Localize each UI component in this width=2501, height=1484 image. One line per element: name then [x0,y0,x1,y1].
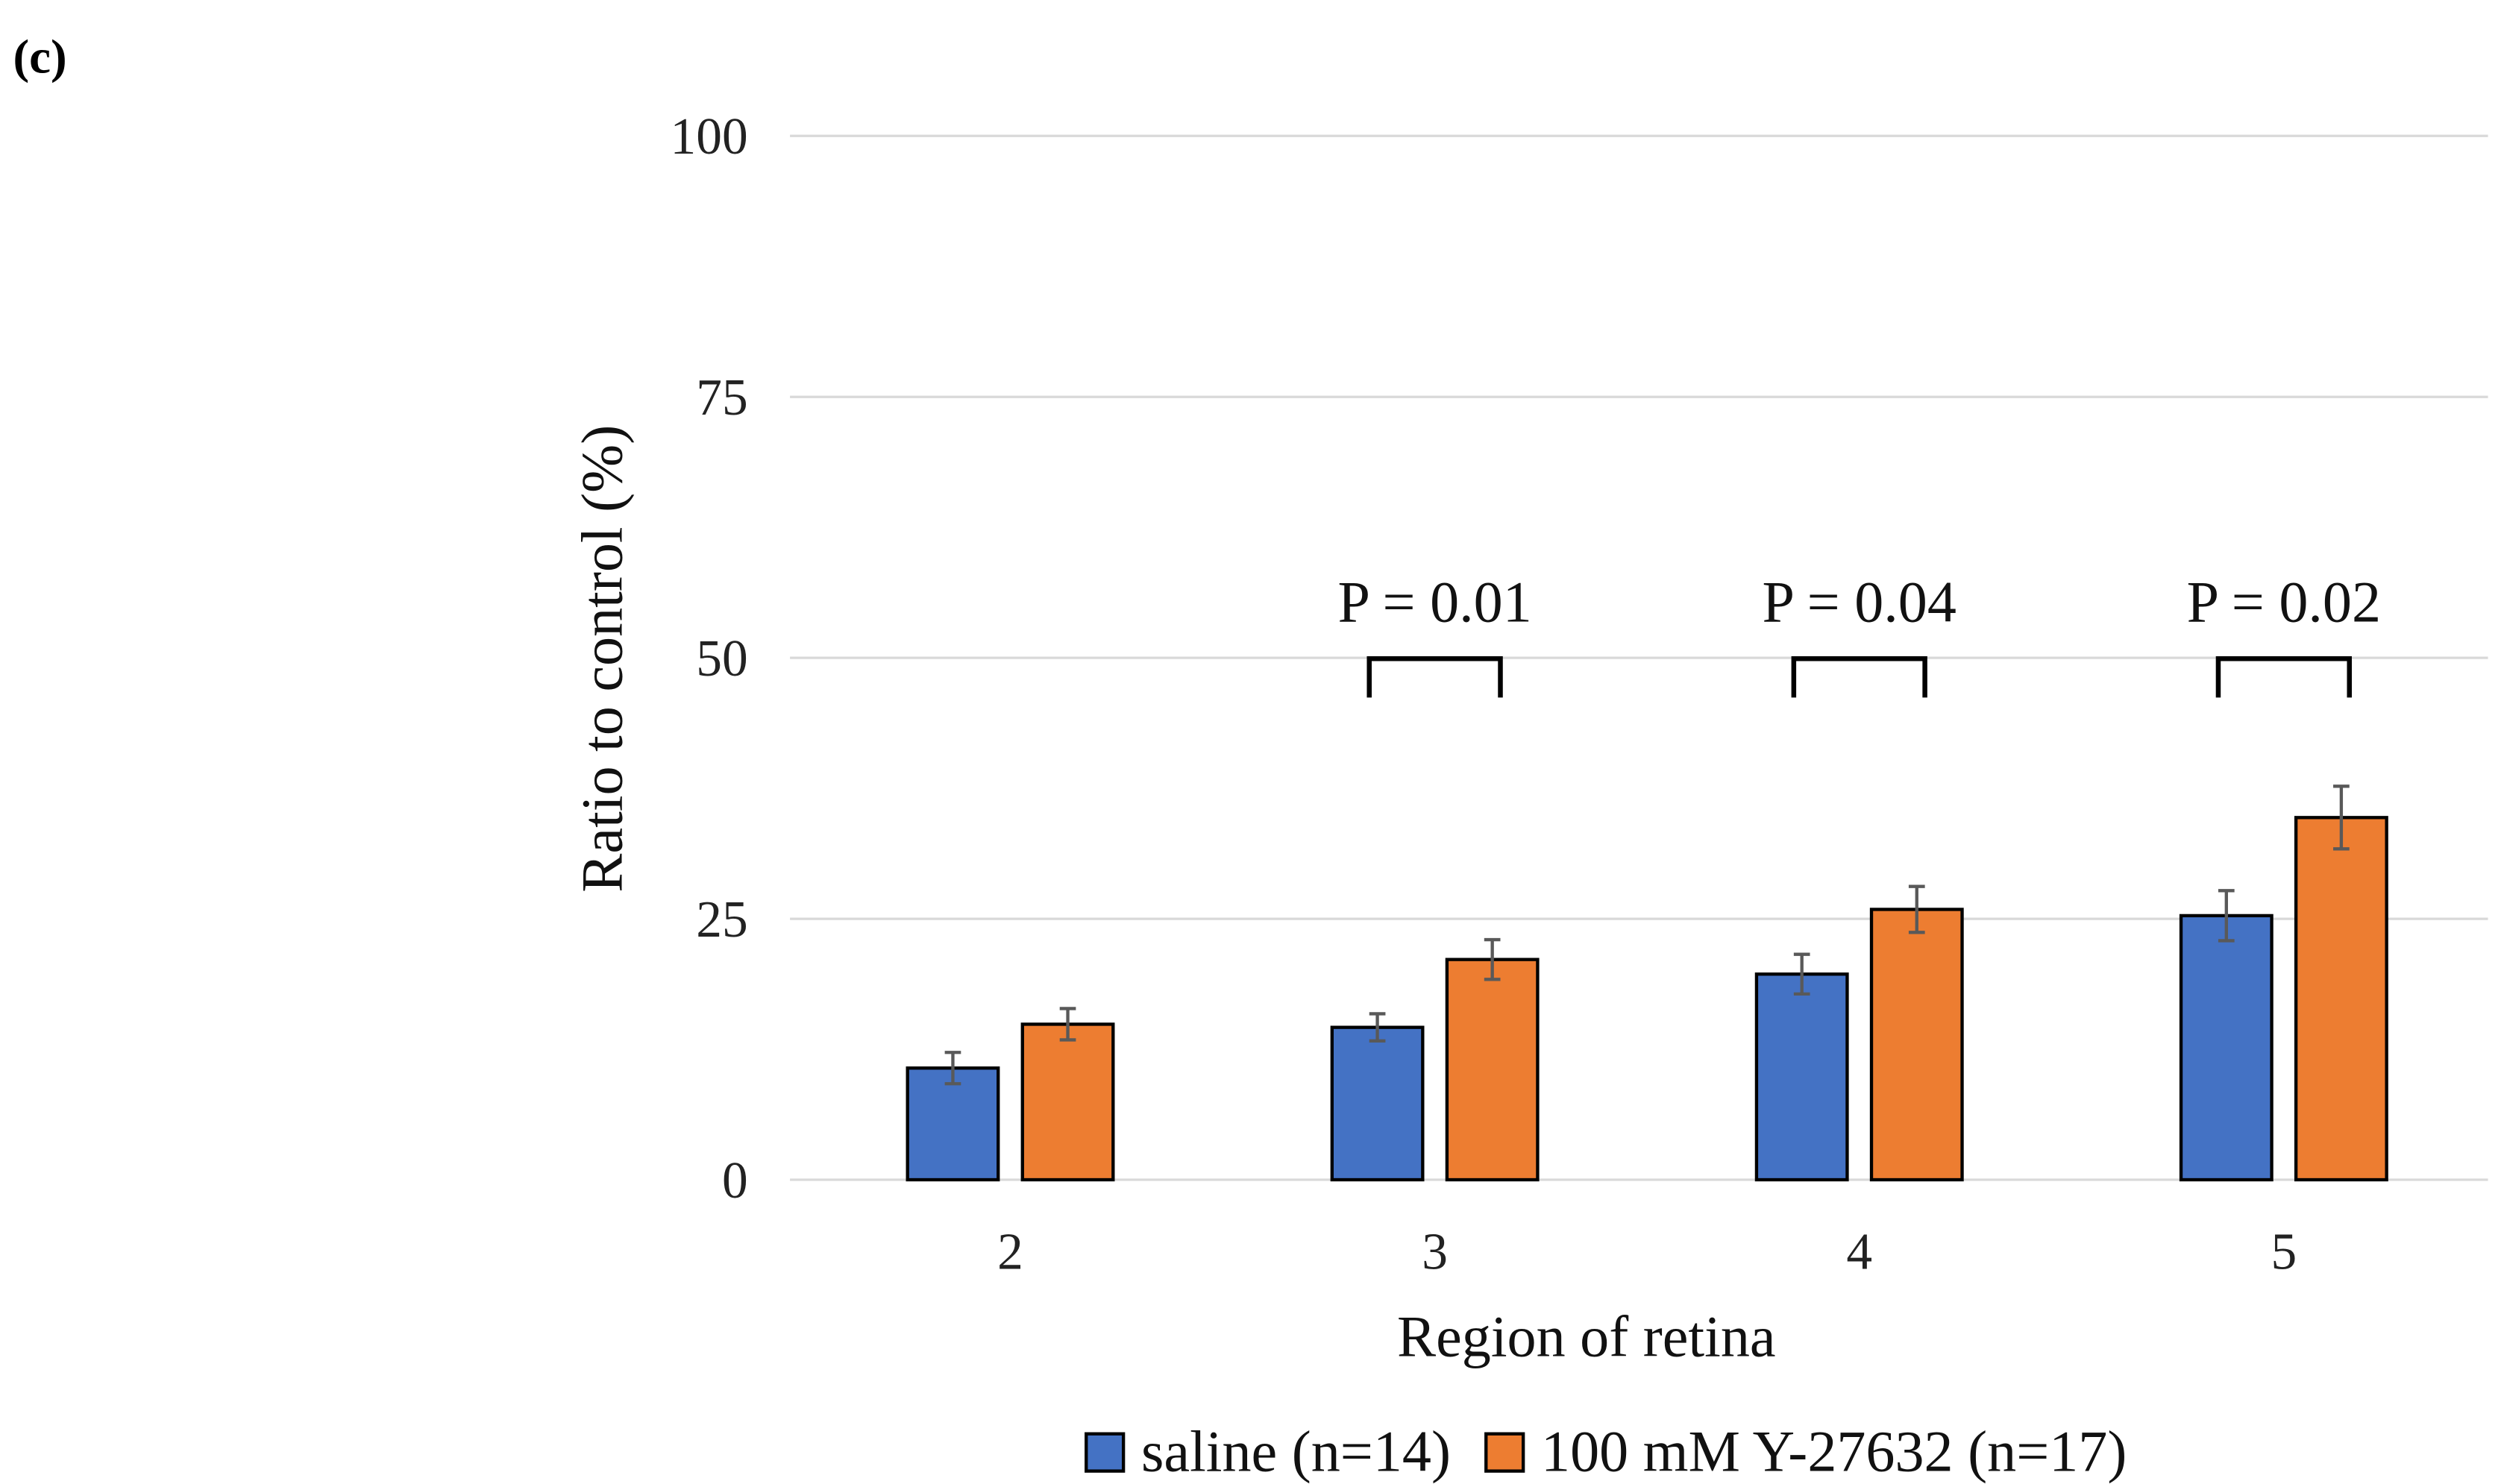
y-tick-label: 50 [696,630,747,688]
significance-bracket [1791,655,1927,698]
panel-label: (c) [13,31,66,84]
bar-y27632-region-5 [2294,816,2388,1182]
y-axis-label: Ratio to control (%) [569,425,634,893]
bar-y27632-region-3 [1445,958,1540,1182]
x-tick-label: 3 [1422,1223,1448,1280]
legend-swatch-saline [1085,1432,1126,1473]
x-tick-label: 5 [2271,1223,2297,1280]
significance-bracket [2215,655,2353,698]
bar-y27632-region-2 [1020,1022,1115,1182]
bar-saline-region-5 [2179,914,2274,1182]
p-value-label: P = 0.02 [2187,569,2381,634]
bar-saline-region-4 [1754,972,1849,1182]
x-tick-label: 4 [1846,1223,1872,1280]
p-value-label: P = 0.04 [1763,569,1956,634]
y-tick-label: 0 [722,1152,748,1210]
significance-bracket [1366,655,1503,698]
x-axis-label: Region of retina [1397,1304,1776,1369]
bar-saline-region-3 [1330,1025,1425,1182]
y-tick-label: 100 [671,108,748,166]
legend-swatch-y27632 [1484,1432,1525,1473]
bar-saline-region-2 [906,1066,1000,1182]
p-value-label: P = 0.01 [1337,569,1531,634]
y-tick-label: 25 [696,891,747,949]
bar-y27632-region-4 [1869,908,1964,1182]
legend-label: saline (n=14) [1141,1419,1451,1484]
legend-label: 100 mM Y-27632 (n=17) [1541,1419,2127,1484]
x-tick-label: 2 [997,1223,1023,1280]
y-tick-label: 75 [696,369,747,427]
